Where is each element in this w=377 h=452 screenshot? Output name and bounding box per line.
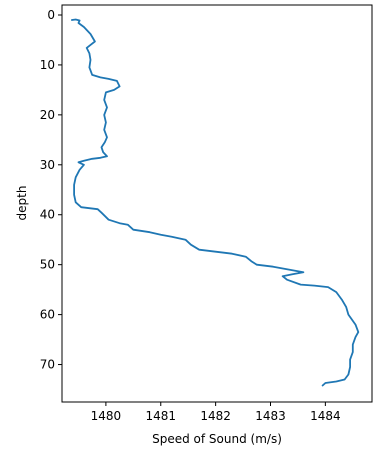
y-tick-label: 10: [40, 58, 55, 72]
y-tick-label: 50: [40, 258, 55, 272]
y-tick-label: 0: [47, 8, 55, 22]
y-tick-label: 40: [40, 208, 55, 222]
x-tick-label: 1483: [255, 409, 286, 423]
x-axis-ticks: 1480 1481 1482 1483 1484: [91, 402, 341, 423]
y-tick-label: 30: [40, 158, 55, 172]
x-tick-label: 1481: [145, 409, 176, 423]
x-tick-label: 1480: [91, 409, 122, 423]
y-tick-label: 60: [40, 308, 55, 322]
x-tick-label: 1482: [200, 409, 231, 423]
series-line: [71, 18, 360, 387]
y-tick-label: 20: [40, 108, 55, 122]
x-tick-label: 1484: [310, 409, 341, 423]
plot-frame: [61, 4, 373, 403]
y-tick-label: 70: [40, 358, 55, 372]
plot-area: [62, 5, 372, 402]
x-axis-label: Speed of Sound (m/s): [152, 432, 282, 446]
y-axis-ticks: 0 10 20 30 40 50 60 70: [40, 8, 62, 372]
y-axis-label: depth: [15, 186, 29, 221]
